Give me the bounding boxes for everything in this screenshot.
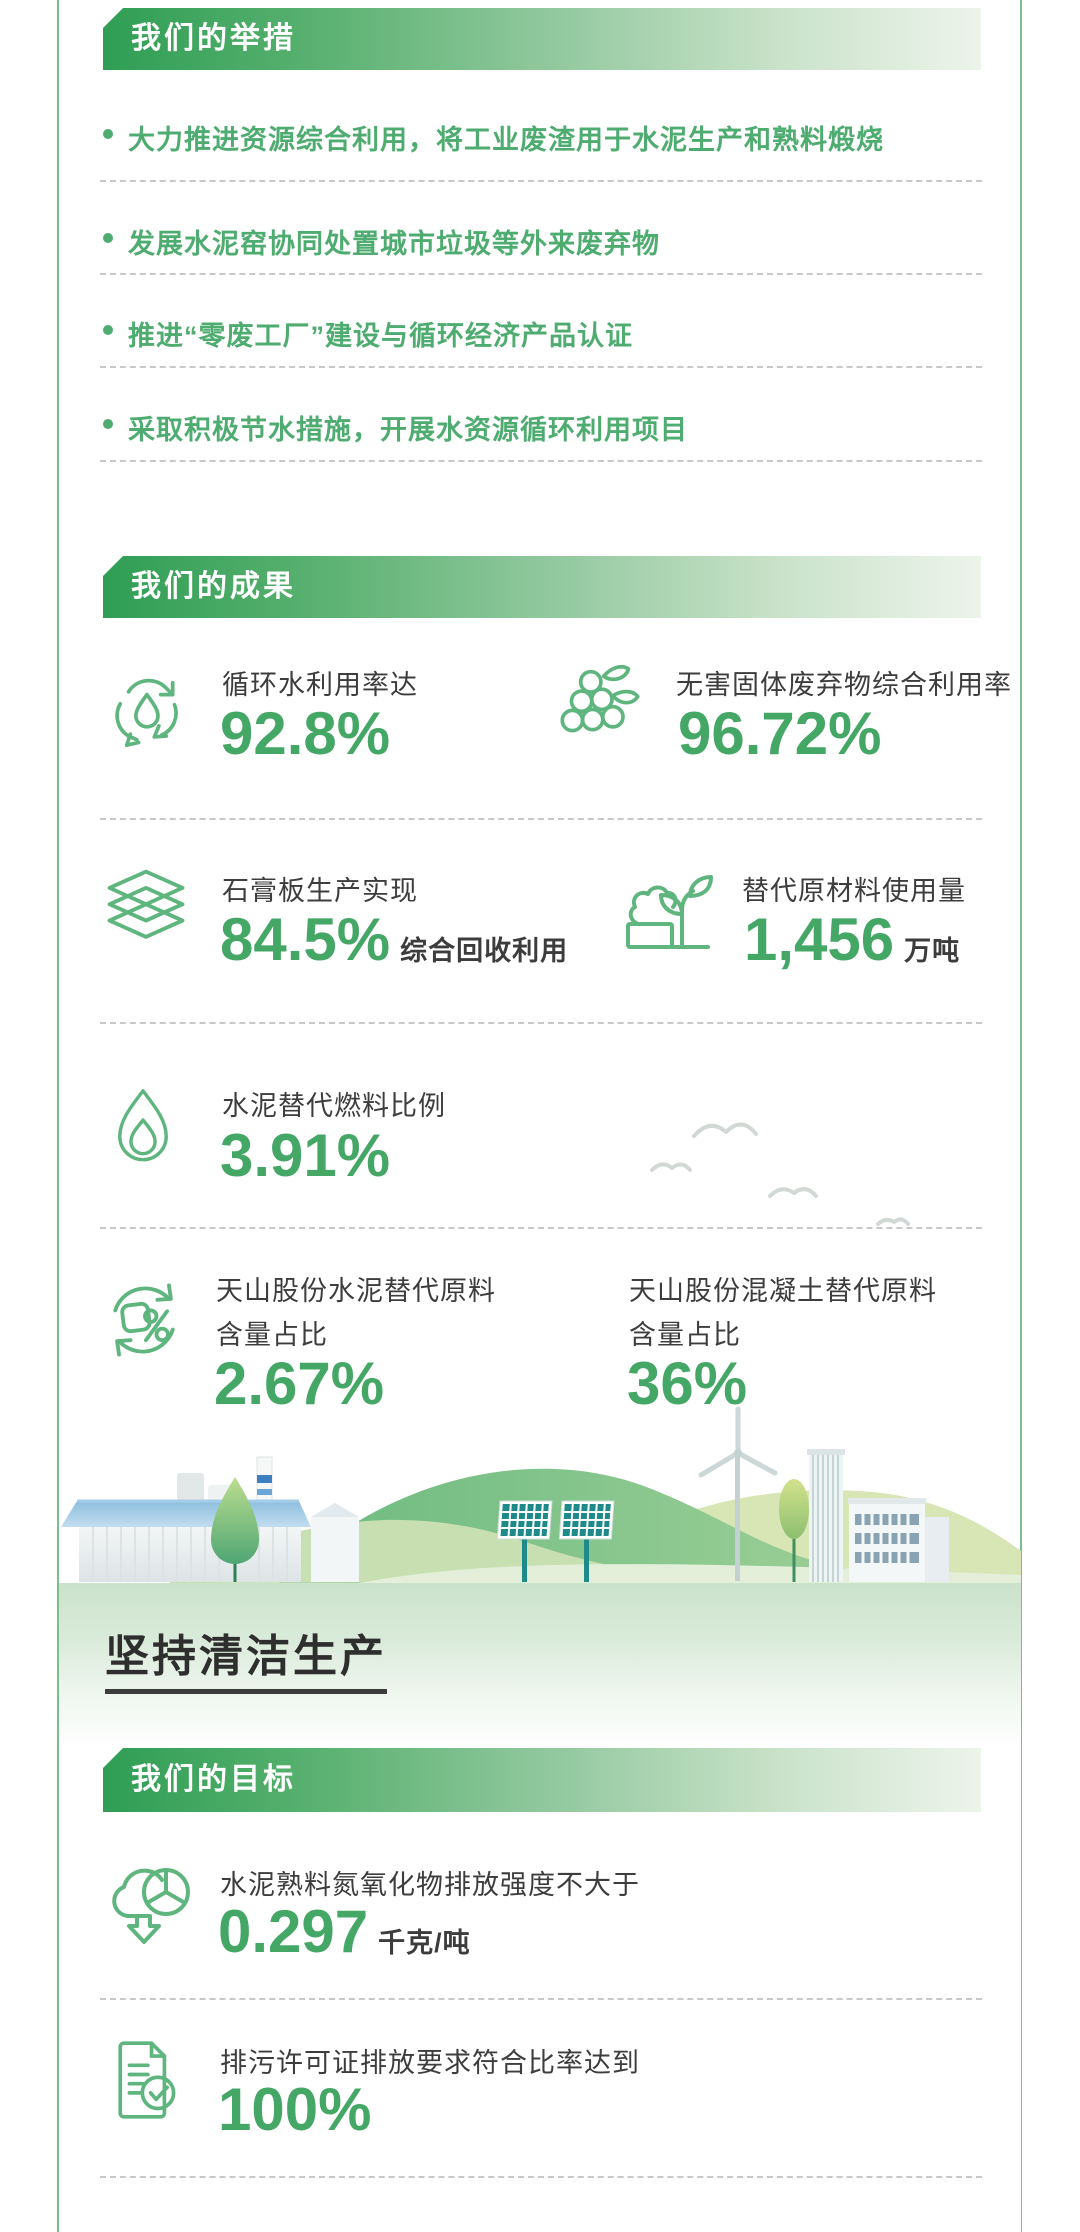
bullet-dot xyxy=(103,325,113,335)
stat-value: 96.72% xyxy=(678,702,892,765)
stat-label: 循环水利用率达 xyxy=(222,670,418,700)
measure-item-text: 推进“零废工厂”建设与循环经济产品认证 xyxy=(128,321,633,351)
landscape-illustration xyxy=(61,1406,1021,1583)
left-frame-line xyxy=(57,0,59,2232)
dashed-divider xyxy=(100,818,982,820)
measure-item-text: 采取积极节水措施，开展水资源循环利用项目 xyxy=(128,415,688,445)
goal-number: 100% xyxy=(218,2076,372,2143)
goals-header-bar: 我们的目标 xyxy=(103,1748,981,1812)
dashed-divider xyxy=(100,180,982,182)
goal-label: 水泥熟料氮氧化物排放强度不大于 xyxy=(220,1870,640,1900)
flame-icon xyxy=(100,1068,186,1186)
stat-number: 84.5% xyxy=(220,906,391,973)
clean-production-title: 坚持清洁生产 xyxy=(105,1620,387,1694)
stat-label: 天山股份水泥替代原料含量占比 xyxy=(216,1276,496,1350)
dashed-divider xyxy=(100,1998,982,2000)
goals-header-text: 我们的目标 xyxy=(131,1763,296,1796)
measures-header-bar: 我们的举措 xyxy=(103,8,981,70)
right-frame-line xyxy=(1020,0,1022,2232)
measure-item: 发展水泥窑协同处置城市垃圾等外来废弃物 xyxy=(103,222,660,261)
stat-number: 96.72% xyxy=(678,700,882,767)
measures-header-text: 我们的举措 xyxy=(131,22,296,55)
stat-value: 92.8% xyxy=(220,702,400,765)
berries-icon xyxy=(554,648,646,758)
stacked-boards-icon xyxy=(94,862,198,958)
stat-label: 天山股份混凝土替代原料含量占比 xyxy=(629,1276,937,1350)
goal-suffix: 千克/吨 xyxy=(378,1928,471,1958)
sapling-planter-icon xyxy=(618,852,718,964)
stat-number: 1,456 xyxy=(744,906,895,973)
stat-value: 84.5% 综合回收利用 xyxy=(220,908,568,971)
stat-suffix: 综合回收利用 xyxy=(400,936,569,966)
dashed-divider xyxy=(100,366,982,368)
dashed-divider xyxy=(100,1022,982,1024)
results-header-text: 我们的成果 xyxy=(131,570,296,603)
stat-suffix: 万吨 xyxy=(904,936,961,966)
goal-value: 0.297 千克/吨 xyxy=(218,1900,471,1963)
stat-number: 2.67% xyxy=(214,1350,385,1417)
stat-number: 3.91% xyxy=(220,1122,391,1189)
measure-item: 大力推进资源综合利用，将工业废渣用于水泥生产和熟料煅烧 xyxy=(103,118,884,157)
permit-check-icon xyxy=(100,2028,192,2132)
measure-item: 采取积极节水措施，开展水资源循环利用项目 xyxy=(103,408,688,447)
dashed-divider xyxy=(100,1227,982,1229)
bullet-dot xyxy=(103,419,113,429)
emission-cloud-icon xyxy=(98,1852,198,1952)
stat-number: 36% xyxy=(627,1350,748,1417)
bullet-dot xyxy=(103,129,113,139)
stat-label: 水泥替代燃料比例 xyxy=(222,1091,446,1121)
dashed-divider xyxy=(100,273,982,275)
birds-illustration xyxy=(650,1122,910,1226)
dashed-divider xyxy=(100,2176,982,2178)
measure-item: 推进“零废工厂”建设与循环经济产品认证 xyxy=(103,314,633,353)
stat-value: 36% xyxy=(627,1352,757,1415)
goal-value: 100% xyxy=(218,2078,381,2141)
stat-label: 替代原材料使用量 xyxy=(742,876,966,906)
recycle-percent-icon xyxy=(96,1272,192,1368)
bullet-dot xyxy=(103,233,113,243)
measure-item-text: 发展水泥窑协同处置城市垃圾等外来废弃物 xyxy=(128,229,660,259)
results-header-bar: 我们的成果 xyxy=(103,556,981,618)
stat-label: 石膏板生产实现 xyxy=(222,876,418,906)
measure-item-text: 大力推进资源综合利用，将工业废渣用于水泥生产和熟料煅烧 xyxy=(128,125,884,155)
stat-label: 无害固体废弃物综合利用率 xyxy=(676,670,1012,700)
goal-number: 0.297 xyxy=(218,1898,369,1965)
recycle-water-icon xyxy=(100,650,192,765)
dashed-divider xyxy=(100,460,982,462)
stat-number: 92.8% xyxy=(220,700,391,767)
stat-value: 1,456 万吨 xyxy=(744,908,960,971)
stat-value: 2.67% xyxy=(214,1352,394,1415)
stat-value: 3.91% xyxy=(220,1124,400,1187)
goal-label: 排污许可证排放要求符合比率达到 xyxy=(220,2048,640,2078)
